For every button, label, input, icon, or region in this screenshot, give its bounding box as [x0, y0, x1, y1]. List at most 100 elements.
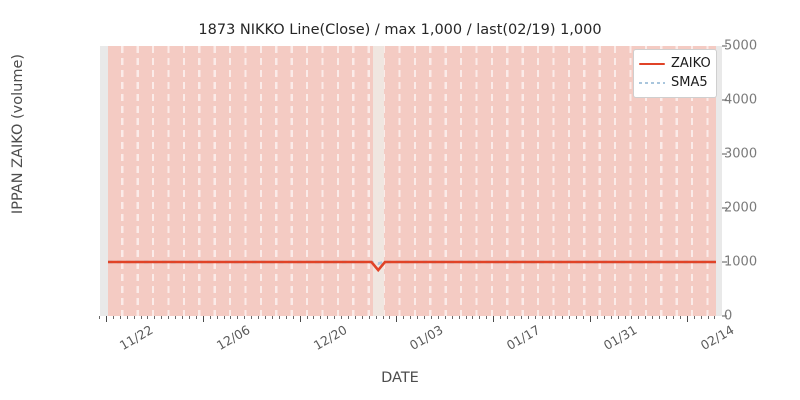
x-tick-minor	[375, 316, 377, 319]
x-tick-label: 12/20	[310, 322, 350, 354]
x-tick-minor	[430, 316, 432, 319]
legend-item-sma5[interactable]: SMA5	[639, 73, 711, 92]
x-tick-minor	[603, 316, 605, 319]
x-tick-minor	[354, 316, 356, 319]
x-tick-minor	[133, 316, 135, 319]
x-tick-minor	[444, 316, 446, 319]
x-tick-minor	[348, 316, 349, 319]
y-tick-mark	[722, 207, 727, 209]
x-tick-label: 01/17	[504, 322, 543, 354]
x-axis-label: DATE	[381, 370, 419, 386]
x-tick-minor	[666, 316, 668, 319]
chart-legend[interactable]: ZAIKO SMA5	[633, 49, 717, 98]
x-tick-minor	[541, 316, 543, 319]
x-tick-minor	[223, 316, 225, 319]
x-tick-minor	[258, 316, 260, 319]
x-tick-minor	[320, 316, 322, 319]
x-tick-minor	[700, 316, 702, 319]
plot-area	[100, 46, 722, 316]
x-tick-label: 01/31	[600, 322, 640, 354]
x-tick-minor	[527, 316, 529, 319]
x-tick-minor	[548, 316, 550, 319]
y-tick-mark	[722, 315, 727, 317]
x-tick-minor	[596, 316, 598, 319]
y-tick-label: 4000	[724, 92, 758, 108]
x-tick-label: 02/14	[697, 322, 737, 354]
y-tick-mark	[722, 153, 727, 155]
x-tick-major	[493, 316, 495, 322]
x-tick-minor	[479, 316, 481, 319]
x-tick-minor	[534, 316, 536, 319]
x-tick-minor	[465, 316, 467, 319]
x-tick-minor	[175, 316, 177, 319]
x-tick-minor	[140, 316, 142, 319]
y-tick-label: 5000	[724, 38, 758, 54]
chart-title: 1873 NIKKO Line(Close) / max 1,000 / las…	[198, 22, 602, 38]
x-tick-minor	[672, 316, 674, 319]
legend-label-zaiko: ZAIKO	[671, 56, 711, 71]
y-tick-mark	[722, 45, 727, 47]
x-tick-minor	[306, 316, 308, 319]
x-tick-minor	[292, 316, 294, 319]
x-tick-minor	[209, 316, 211, 319]
x-tick-minor	[555, 316, 557, 319]
legend-swatch-dotted-line-icon	[639, 78, 665, 88]
x-tick-minor	[631, 316, 633, 319]
x-tick-minor	[679, 316, 681, 319]
legend-item-zaiko[interactable]: ZAIKO	[639, 54, 711, 73]
y-tick-label: 1000	[724, 254, 758, 270]
x-tick-minor	[237, 316, 239, 319]
x-tick-minor	[126, 316, 128, 319]
x-tick-minor	[513, 316, 515, 319]
x-tick-minor	[119, 316, 121, 319]
y-tick-label: 0	[724, 308, 733, 324]
x-tick-minor	[182, 316, 184, 319]
x-tick-minor	[583, 316, 585, 319]
x-tick-minor	[168, 316, 170, 319]
x-tick-minor	[424, 316, 426, 319]
legend-swatch-solid-line-icon	[639, 59, 665, 69]
x-tick-minor	[334, 316, 336, 319]
x-tick-minor	[285, 316, 287, 319]
x-tick-minor	[507, 316, 509, 319]
x-tick-minor	[382, 316, 384, 319]
x-tick-major	[396, 316, 398, 322]
x-tick-minor	[610, 316, 612, 319]
x-tick-minor	[652, 316, 654, 319]
x-tick-minor	[251, 316, 253, 319]
data-band	[108, 46, 716, 316]
vertical-gridlines	[108, 46, 716, 316]
x-tick-minor	[368, 316, 370, 319]
date-gap-band	[372, 46, 384, 316]
x-tick-label: 11/22	[116, 322, 156, 354]
x-tick-minor	[645, 316, 647, 319]
x-tick-label: 12/06	[213, 322, 253, 354]
x-tick-major	[686, 316, 688, 322]
x-tick-minor	[576, 316, 578, 319]
series-line-zaiko	[108, 260, 716, 273]
x-tick-major	[590, 316, 591, 322]
x-tick-major	[299, 316, 301, 322]
x-tick-minor	[562, 316, 564, 319]
x-tick-minor	[313, 316, 315, 319]
x-tick-minor	[707, 316, 709, 319]
x-tick-major	[202, 316, 204, 322]
x-tick-minor	[403, 316, 405, 319]
x-tick-minor	[188, 316, 190, 319]
x-tick-minor	[486, 316, 488, 319]
x-tick-minor	[569, 316, 571, 319]
x-tick-minor	[389, 316, 391, 319]
x-tick-minor	[341, 316, 343, 319]
y-tick-label: 2000	[724, 200, 758, 216]
x-tick-minor	[278, 316, 280, 319]
x-tick-minor	[195, 316, 197, 319]
x-tick-minor	[265, 316, 267, 319]
x-tick-minor	[327, 316, 329, 319]
y-tick-mark	[722, 99, 727, 101]
x-tick-minor	[714, 316, 716, 319]
x-tick-minor	[230, 316, 232, 319]
x-tick-minor	[154, 316, 156, 319]
legend-label-sma5: SMA5	[671, 75, 708, 90]
x-tick-minor	[472, 316, 474, 319]
